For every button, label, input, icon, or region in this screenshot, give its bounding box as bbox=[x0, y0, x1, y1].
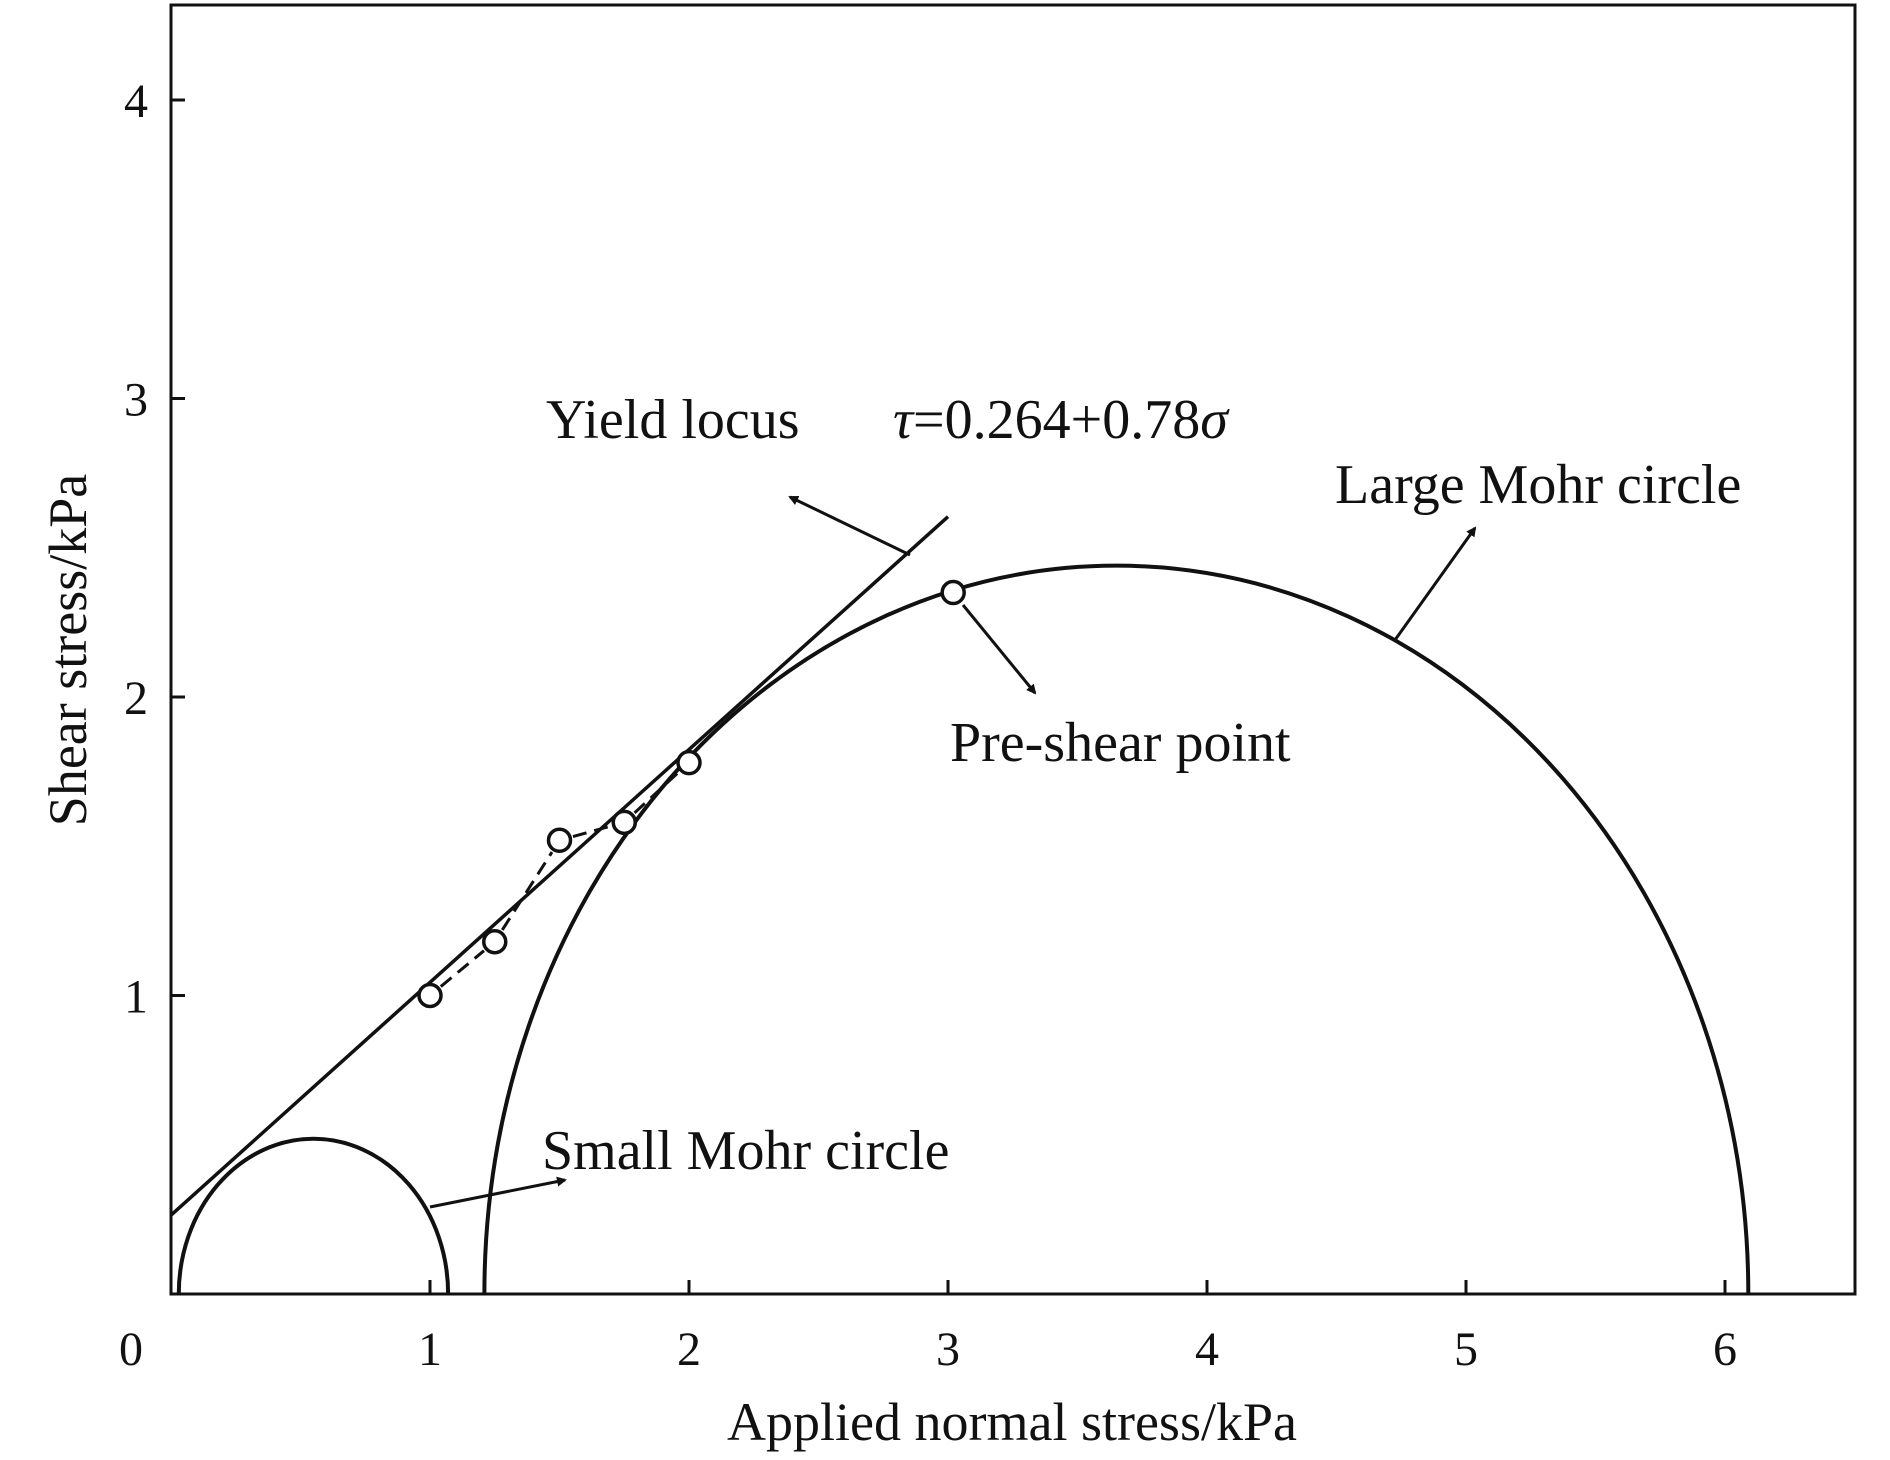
x-tick-label: 1 bbox=[418, 1323, 442, 1376]
x-tick-label: 0 bbox=[119, 1323, 143, 1376]
point-connector bbox=[572, 824, 612, 838]
point-connector bbox=[501, 851, 554, 931]
large-mohr-circle bbox=[482, 563, 1751, 1295]
x-axis-title: Applied normal stress/kPa bbox=[727, 1392, 1297, 1452]
large-circle-arrow bbox=[1393, 526, 1477, 641]
pre-shear-point-marker bbox=[940, 579, 966, 606]
formula-body: =0.264+0.78 bbox=[913, 389, 1200, 451]
data-point bbox=[676, 749, 702, 776]
data-point bbox=[546, 827, 573, 854]
data-point bbox=[417, 982, 443, 1009]
data-point bbox=[482, 929, 508, 955]
x-tick-label: 2 bbox=[677, 1323, 701, 1376]
y-axis-ticks: 1 2 3 4 bbox=[124, 75, 185, 1024]
x-tick-label: 4 bbox=[1195, 1323, 1219, 1376]
large-mohr-circle-label: Large Mohr circle bbox=[1335, 454, 1741, 516]
formula-sigma: σ bbox=[1200, 389, 1230, 451]
y-tick-label: 1 bbox=[124, 971, 148, 1024]
small-circle-arrow bbox=[429, 1176, 567, 1209]
y-tick-label: 4 bbox=[124, 75, 148, 128]
yield-locus-arrow bbox=[788, 495, 911, 557]
markers-layer bbox=[417, 579, 966, 1009]
y-tick-label: 2 bbox=[124, 672, 148, 725]
yield-locus-line bbox=[169, 515, 950, 1217]
small-mohr-circle-label: Small Mohr circle bbox=[542, 1120, 949, 1182]
pre-shear-arrow bbox=[961, 604, 1037, 695]
x-axis-ticks: 0 1 2 3 4 5 6 bbox=[119, 1280, 1737, 1376]
x-tick-label: 5 bbox=[1454, 1323, 1478, 1376]
annotation-arrows bbox=[429, 495, 1477, 1209]
data-point bbox=[611, 809, 637, 836]
curves-layer bbox=[169, 515, 1751, 1295]
point-connector bbox=[439, 949, 485, 988]
x-tick-label: 6 bbox=[1713, 1323, 1737, 1376]
y-tick-label: 3 bbox=[124, 374, 148, 427]
plot-area-frame bbox=[169, 3, 1857, 1296]
formula-tau: τ bbox=[893, 389, 915, 451]
yield-locus-formula: τ=0.264+0.78σ bbox=[893, 389, 1230, 451]
yield-locus-label: Yield locus bbox=[546, 389, 800, 451]
y-axis-title: Shear stress/kPa bbox=[38, 474, 98, 826]
x-tick-label: 3 bbox=[936, 1323, 960, 1376]
small-mohr-circle bbox=[176, 1136, 451, 1295]
pre-shear-point-label: Pre-shear point bbox=[950, 712, 1291, 774]
point-connector bbox=[633, 771, 680, 814]
